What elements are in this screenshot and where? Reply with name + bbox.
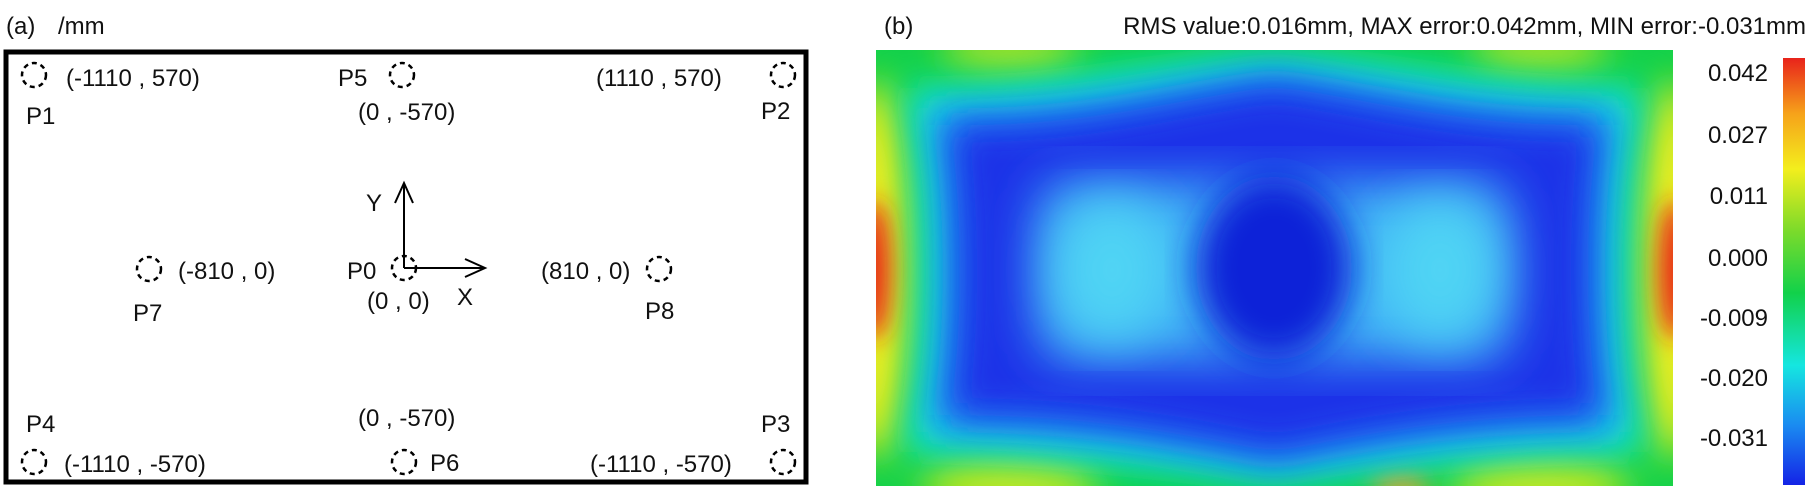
x-axis-label: X: [457, 284, 473, 311]
point-marker-p6: [390, 448, 418, 476]
panel-a-label: (a): [6, 13, 35, 40]
point-name-p7: P7: [133, 300, 162, 327]
colorbar-tick-neg0.020: -0.020: [1700, 365, 1768, 392]
point-marker-p1: [20, 61, 48, 89]
error-map: [876, 50, 1673, 486]
colorbar-tick-0.000: 0.000: [1708, 245, 1768, 272]
y-axis-label: Y: [366, 190, 382, 217]
unit-label: /mm: [58, 13, 105, 40]
point-coord-p7: (-810 , 0): [178, 258, 275, 285]
point-marker-p3: [769, 448, 797, 476]
point-coord-p5: (0 , -570): [358, 99, 455, 126]
colorbar-tick-0.011: 0.011: [1710, 183, 1768, 210]
point-coord-p8: (810 , 0): [541, 258, 630, 285]
point-name-p6: P6: [430, 450, 459, 477]
y-axis-arrowhead: [394, 180, 414, 204]
point-coord-p6: (0 , -570): [358, 405, 455, 432]
colorbar-tick-0.042: 0.042: [1708, 60, 1768, 87]
point-coord-p0: (0 , 0): [367, 288, 430, 315]
coordinate-axes: [394, 180, 488, 278]
panel-b: (b) RMS value:0.016mm, MAX error:0.042mm…: [876, 13, 1806, 486]
point-marker-p7: [135, 255, 163, 283]
point-coord-p2: (1110 , 570): [596, 65, 722, 92]
point-marker-p2: [769, 61, 797, 89]
panel-b-label: (b): [884, 13, 913, 40]
point-name-p3: P3: [761, 411, 790, 438]
colorbar: [1783, 58, 1805, 485]
point-name-p8: P8: [645, 298, 674, 325]
colorbar-tick-0.027: 0.027: [1708, 122, 1768, 149]
point-coord-p3: (-1110 , -570): [590, 451, 732, 478]
point-name-p1: P1: [26, 103, 55, 130]
point-name-p2: P2: [761, 98, 790, 125]
panel-frame: [3, 49, 809, 485]
colorbar-tick-neg0.009: -0.009: [1700, 305, 1768, 332]
point-coord-p4: (-1110 , -570): [64, 451, 206, 478]
colorbar-tick-neg0.031: -0.031: [1700, 425, 1768, 452]
point-marker-p0: [390, 254, 418, 282]
point-name-p5: P5: [338, 65, 367, 92]
error-stats-title: RMS value:0.016mm, MAX error:0.042mm, MI…: [1123, 13, 1806, 40]
point-marker-p5: [388, 61, 416, 89]
point-name-p4: P4: [26, 411, 55, 438]
point-marker-p8: [645, 255, 673, 283]
x-axis-arrowhead: [464, 258, 488, 278]
panel-a: (a) /mm Y X P1 P5 P2 P7: [3, 13, 809, 485]
point-marker-p4: [20, 448, 48, 476]
point-coord-p1: (-1110 , 570): [66, 65, 200, 92]
point-name-p0: P0: [347, 258, 376, 285]
